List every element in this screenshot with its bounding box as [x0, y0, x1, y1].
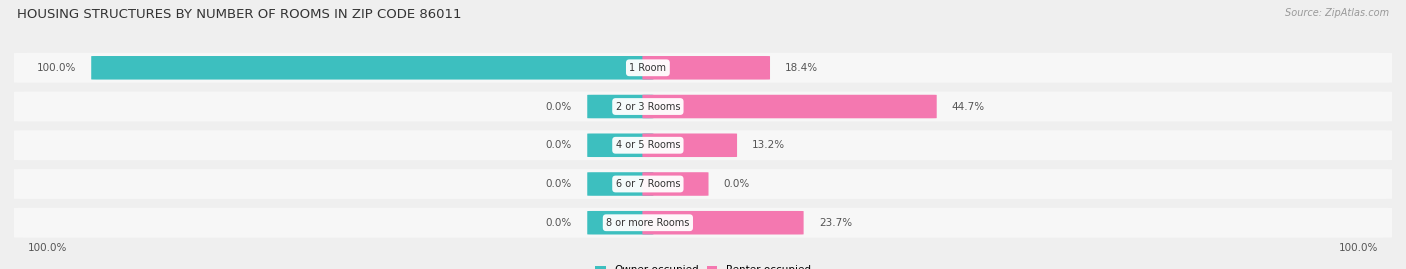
- Text: 0.0%: 0.0%: [546, 218, 572, 228]
- Text: 8 or more Rooms: 8 or more Rooms: [606, 218, 689, 228]
- Text: 0.0%: 0.0%: [724, 179, 749, 189]
- Text: Source: ZipAtlas.com: Source: ZipAtlas.com: [1285, 8, 1389, 18]
- Text: 100.0%: 100.0%: [28, 243, 67, 253]
- Text: 100.0%: 100.0%: [37, 63, 76, 73]
- Text: 6 or 7 Rooms: 6 or 7 Rooms: [616, 179, 681, 189]
- Text: 0.0%: 0.0%: [546, 101, 572, 112]
- Text: 0.0%: 0.0%: [546, 179, 572, 189]
- Text: 2 or 3 Rooms: 2 or 3 Rooms: [616, 101, 681, 112]
- Text: 0.0%: 0.0%: [546, 140, 572, 150]
- Legend: Owner-occupied, Renter-occupied: Owner-occupied, Renter-occupied: [591, 261, 815, 269]
- FancyBboxPatch shape: [588, 172, 654, 196]
- Text: 13.2%: 13.2%: [752, 140, 786, 150]
- FancyBboxPatch shape: [588, 95, 654, 118]
- FancyBboxPatch shape: [643, 211, 804, 235]
- FancyBboxPatch shape: [7, 92, 1399, 121]
- FancyBboxPatch shape: [7, 130, 1399, 160]
- Text: 18.4%: 18.4%: [785, 63, 818, 73]
- FancyBboxPatch shape: [7, 169, 1399, 199]
- FancyBboxPatch shape: [7, 53, 1399, 83]
- FancyBboxPatch shape: [7, 208, 1399, 238]
- Text: 23.7%: 23.7%: [818, 218, 852, 228]
- Text: 1 Room: 1 Room: [630, 63, 666, 73]
- FancyBboxPatch shape: [588, 133, 654, 157]
- FancyBboxPatch shape: [643, 172, 709, 196]
- Text: HOUSING STRUCTURES BY NUMBER OF ROOMS IN ZIP CODE 86011: HOUSING STRUCTURES BY NUMBER OF ROOMS IN…: [17, 8, 461, 21]
- Text: 4 or 5 Rooms: 4 or 5 Rooms: [616, 140, 681, 150]
- Text: 44.7%: 44.7%: [952, 101, 986, 112]
- FancyBboxPatch shape: [643, 133, 737, 157]
- FancyBboxPatch shape: [643, 56, 770, 80]
- FancyBboxPatch shape: [643, 95, 936, 118]
- Text: 100.0%: 100.0%: [1339, 243, 1378, 253]
- FancyBboxPatch shape: [91, 56, 654, 80]
- FancyBboxPatch shape: [588, 211, 654, 235]
